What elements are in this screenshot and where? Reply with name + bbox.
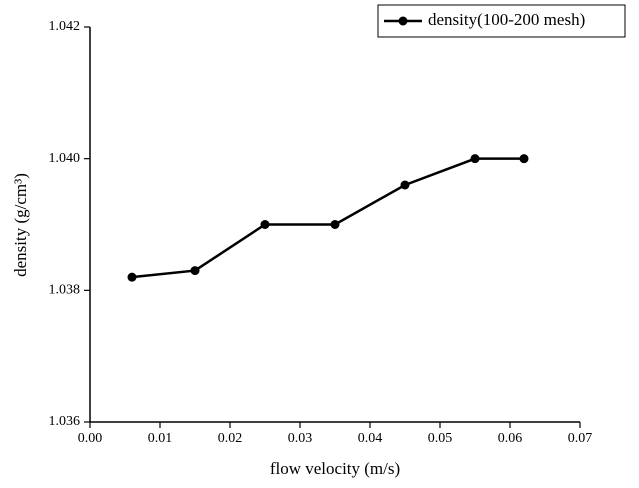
legend-marker xyxy=(398,16,408,26)
y-tick-label: 1.040 xyxy=(49,151,81,166)
data-point xyxy=(470,154,480,164)
x-tick-label: 0.03 xyxy=(288,431,313,446)
x-tick-label: 0.01 xyxy=(148,431,173,446)
y-tick-label: 1.036 xyxy=(49,414,81,429)
x-tick-label: 0.07 xyxy=(568,431,593,446)
data-point xyxy=(330,220,340,229)
data-point xyxy=(127,272,137,282)
data-point xyxy=(400,180,410,190)
x-tick-label: 0.04 xyxy=(358,431,383,446)
x-tick-label: 0.02 xyxy=(218,431,243,446)
data-point xyxy=(519,154,529,164)
y-tick-label: 1.042 xyxy=(49,19,81,34)
x-axis-label: flow velocity (m/s) xyxy=(270,459,400,478)
x-tick-label: 0.05 xyxy=(428,431,453,446)
data-point xyxy=(260,220,270,229)
legend-label: density(100-200 mesh) xyxy=(428,10,585,29)
x-tick-label: 0.06 xyxy=(498,431,523,446)
series-line xyxy=(131,157,524,279)
y-tick-label: 1.038 xyxy=(49,283,81,298)
y-axis-label: density (g/cm³) xyxy=(11,173,30,277)
x-tick-label: 0.00 xyxy=(78,431,103,446)
data-point xyxy=(190,266,200,276)
